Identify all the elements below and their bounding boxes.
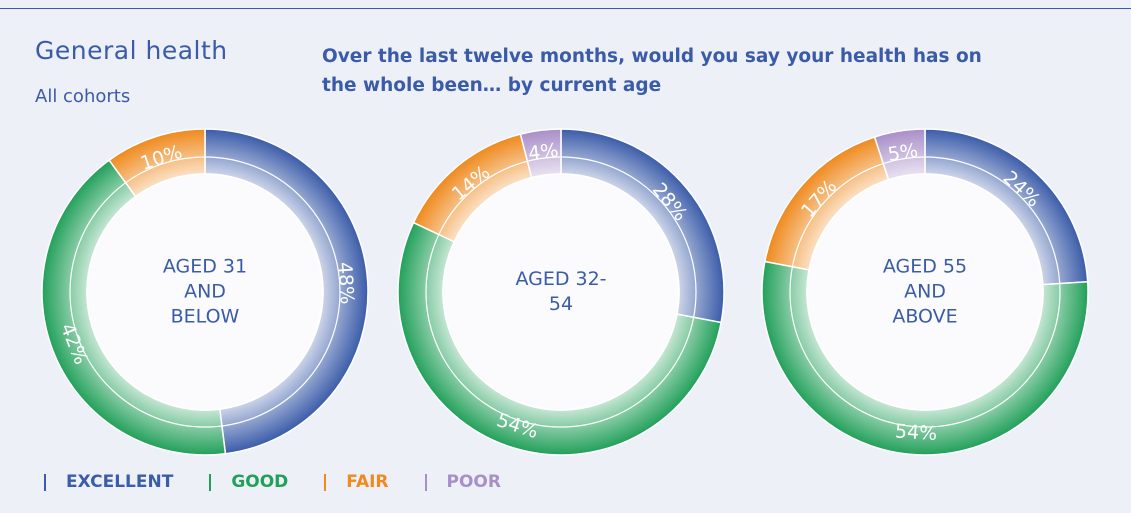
inner-edge [806,173,1044,411]
legend-item: POOR [424,472,501,492]
legend-swatch [324,473,327,491]
inner-ring [425,156,697,428]
donut-segment [397,221,722,456]
legend-swatch [424,473,427,491]
legend-label: POOR [446,472,501,492]
legend-item: FAIR [324,472,389,492]
legend-label: GOOD [231,472,289,492]
value-label: 5% [886,140,919,166]
inner-ring [69,156,341,428]
legend-item: GOOD [209,472,288,492]
legend-label: EXCELLENT [66,472,174,492]
donut-title: AGED 32-54 [515,268,607,315]
page-subtitle: All cohorts [35,86,131,107]
legend-label: FAIR [346,472,389,492]
value-label: 48% [333,261,358,305]
value-label: 54% [894,420,938,445]
donut-title: AGED 55 AND ABOVE [882,255,968,328]
donut-title: AGED 31 AND BELOW [162,255,248,328]
legend: EXCELLENT GOOD FAIR POOR [44,472,537,492]
question: Over the last twelve months, would you s… [322,46,982,96]
top-rule [0,8,1131,9]
page-title: General health [35,36,228,65]
legend-swatch [209,473,212,491]
inner-edge [442,173,680,411]
inner-ring [789,156,1061,428]
legend-item: EXCELLENT [44,472,173,492]
legend-swatch [44,473,46,491]
inner-edge [86,173,324,411]
value-label: 4% [527,139,560,165]
